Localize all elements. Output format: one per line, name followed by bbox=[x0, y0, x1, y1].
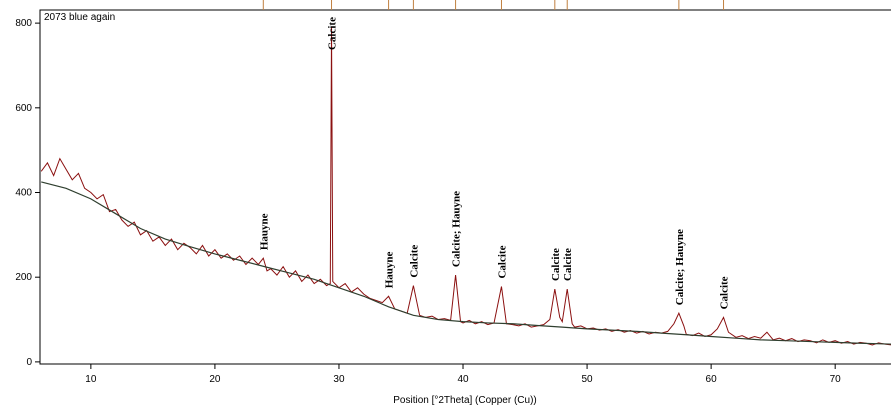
peak-label: Calcite bbox=[327, 17, 339, 50]
y-tick-label: 400 bbox=[15, 188, 32, 199]
peak-label: Calcite bbox=[496, 245, 508, 278]
y-tick-label: 600 bbox=[15, 103, 32, 114]
y-tick-label: 200 bbox=[15, 272, 32, 283]
y-tick-label: 800 bbox=[15, 18, 32, 29]
x-tick-label: 50 bbox=[582, 374, 594, 385]
y-tick-label: 0 bbox=[26, 357, 32, 368]
peak-label: Calcite; Hauyne bbox=[451, 191, 463, 267]
series-line bbox=[40, 27, 891, 346]
x-tick-label: 70 bbox=[830, 374, 842, 385]
peak-label: Calcite bbox=[550, 248, 562, 281]
x-tick-label: 20 bbox=[209, 374, 221, 385]
chart-title: 2073 blue again bbox=[44, 12, 115, 23]
x-tick-label: 60 bbox=[706, 374, 718, 385]
series-line bbox=[41, 181, 891, 345]
peak-label: Hauyne bbox=[258, 213, 270, 250]
x-tick-label: 40 bbox=[457, 374, 469, 385]
plot-frame bbox=[39, 9, 891, 365]
x-tick-label: 10 bbox=[85, 374, 97, 385]
peak-label: Calcite bbox=[562, 248, 574, 281]
peak-label: Calcite bbox=[719, 276, 731, 309]
peak-label: Calcite bbox=[408, 245, 420, 278]
peak-label: Calcite; Hauyne bbox=[674, 229, 686, 305]
x-tick-label: 30 bbox=[333, 374, 345, 385]
x-axis-label: Position [°2Theta] (Copper (Cu)) bbox=[393, 395, 537, 406]
peak-label: Hauyne bbox=[384, 251, 396, 288]
